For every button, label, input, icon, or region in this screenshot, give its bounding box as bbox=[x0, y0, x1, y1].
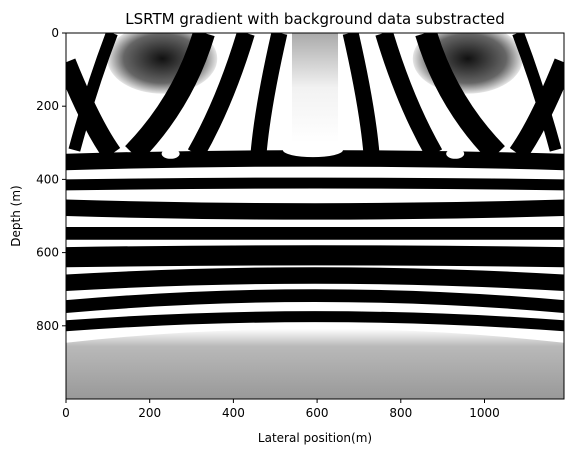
upper-arc bbox=[342, 33, 380, 155]
heatmap-image bbox=[66, 33, 564, 399]
upper-arc bbox=[68, 33, 118, 152]
reflector-band bbox=[66, 245, 564, 268]
upper-arc bbox=[512, 33, 562, 152]
y-axis: 0 200 400 600 800 bbox=[36, 26, 66, 333]
side-oval bbox=[446, 148, 465, 159]
reflector-band bbox=[66, 150, 564, 171]
reflector-band bbox=[66, 289, 564, 313]
reflector-band bbox=[66, 267, 564, 292]
x-axis-label: Lateral position(m) bbox=[258, 431, 372, 445]
y-tick-label: 400 bbox=[36, 172, 59, 186]
y-tick-label: 200 bbox=[36, 99, 59, 113]
reflector-band bbox=[66, 177, 564, 191]
reflector-band bbox=[66, 199, 564, 220]
reflector-band bbox=[66, 311, 564, 332]
upper-arc bbox=[125, 33, 215, 162]
x-axis: 0 200 400 600 800 1000 bbox=[62, 399, 500, 420]
reflector-band bbox=[66, 226, 564, 240]
x-tick-label: 200 bbox=[138, 406, 161, 420]
upper-arc bbox=[250, 33, 288, 155]
x-tick-label: 600 bbox=[306, 406, 329, 420]
x-tick-label: 400 bbox=[222, 406, 245, 420]
x-tick-label: 0 bbox=[62, 406, 70, 420]
y-tick-label: 800 bbox=[36, 319, 59, 333]
y-axis-label: Depth (m) bbox=[9, 185, 23, 246]
x-tick-label: 1000 bbox=[469, 406, 500, 420]
upper-arc bbox=[187, 33, 255, 159]
upper-arc bbox=[375, 33, 443, 159]
center-column bbox=[291, 33, 339, 143]
plot-frame bbox=[65, 32, 565, 400]
side-oval bbox=[161, 148, 180, 159]
y-tick-label: 0 bbox=[51, 26, 59, 40]
chart-title: LSRTM gradient with background data subs… bbox=[125, 10, 504, 28]
y-tick-label: 600 bbox=[36, 246, 59, 260]
background-region bbox=[66, 328, 564, 399]
x-tick-label: 800 bbox=[389, 406, 412, 420]
center-oval bbox=[282, 143, 343, 158]
upper-arc bbox=[415, 33, 505, 162]
